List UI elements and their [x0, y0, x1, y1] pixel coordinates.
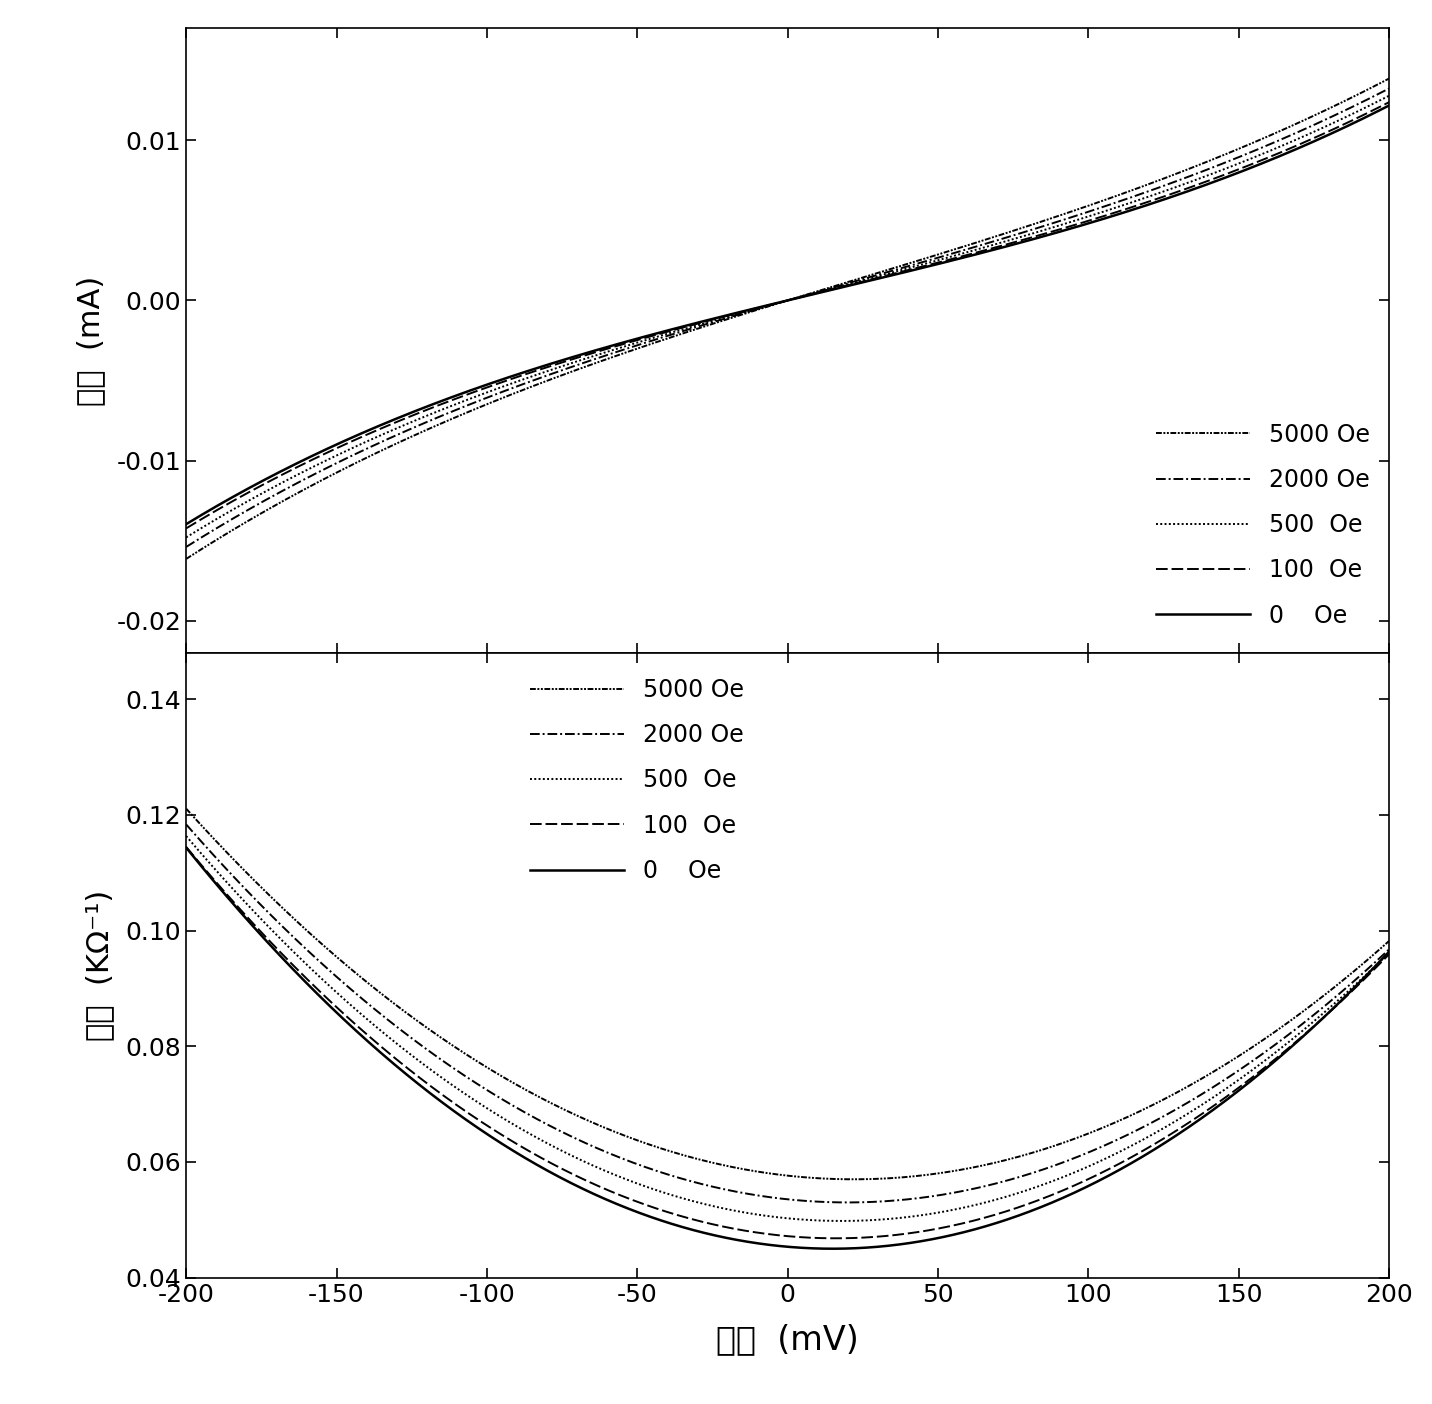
Legend: 5000 Oe, 2000 Oe, 500  Oe, 100  Oe, 0    Oe: 5000 Oe, 2000 Oe, 500 Oe, 100 Oe, 0 Oe: [1148, 416, 1378, 635]
Y-axis label: 电流  (mA): 电流 (mA): [76, 275, 106, 406]
X-axis label: 电压  (mV): 电压 (mV): [716, 1323, 859, 1356]
Legend: 5000 Oe, 2000 Oe, 500  Oe, 100  Oe, 0    Oe: 5000 Oe, 2000 Oe, 500 Oe, 100 Oe, 0 Oe: [523, 671, 752, 890]
Y-axis label: 电导  (KΩ⁻¹): 电导 (KΩ⁻¹): [86, 890, 115, 1040]
